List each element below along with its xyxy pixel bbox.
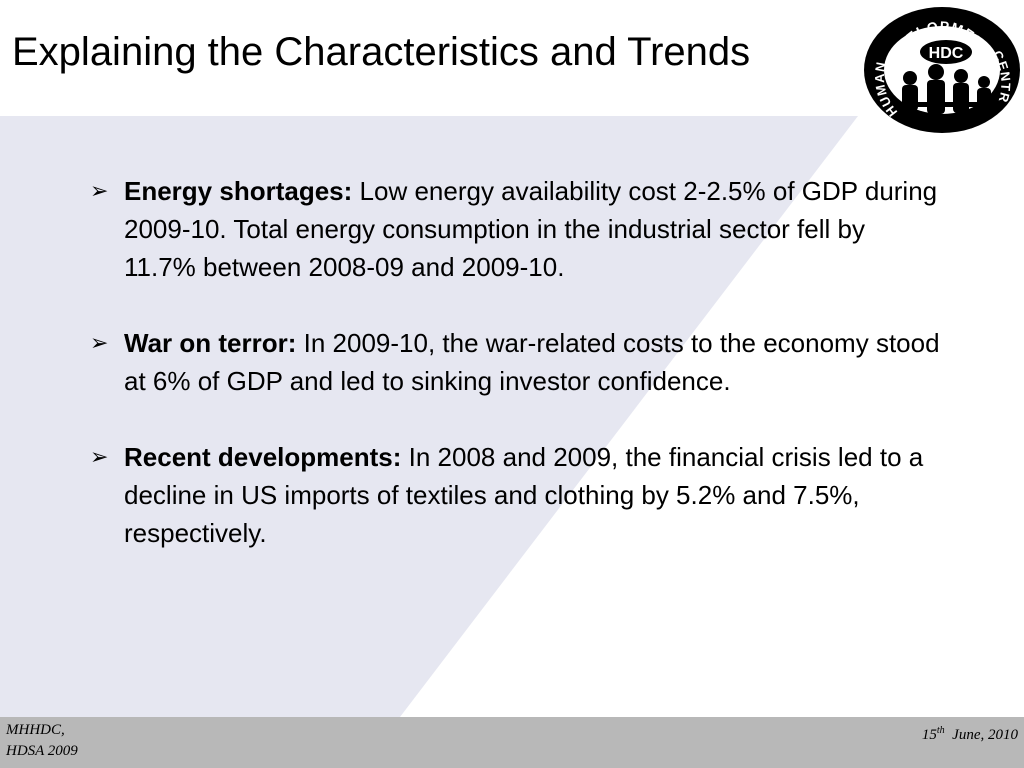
footer-date-day: 15: [921, 727, 937, 743]
bullet-list: ➢ Energy shortages: Low energy availabil…: [90, 172, 940, 552]
bullet-heading: War on terror:: [124, 328, 297, 358]
footer-date: 15th June, 2010: [922, 720, 1018, 746]
footer-source-line1: MHHDC,: [6, 722, 65, 738]
svg-text:HDC: HDC: [929, 45, 964, 62]
bullet-war-on-terror: ➢ War on terror: In 2009-10, the war-rel…: [90, 324, 940, 400]
footer-source: MHHDC, HDSA 2009: [6, 720, 78, 762]
slide-title: Explaining the Characteristics and Trend…: [12, 30, 751, 74]
footer-source-line2: HDSA 2009: [6, 743, 78, 759]
bullet-energy-shortages: ➢ Energy shortages: Low energy availabil…: [90, 172, 940, 286]
footer-date-rest: June, 2010: [952, 727, 1018, 743]
bullet-text: In 2009-10, the war-related costs to the…: [124, 328, 940, 396]
arrow-bullet-icon: ➢: [90, 330, 109, 355]
footer-date-suffix: th: [936, 725, 945, 736]
bullet-text: Low energy availability cost 2-2.5% of G…: [124, 176, 938, 282]
bullet-recent-developments: ➢ Recent developments: In 2008 and 2009,…: [90, 438, 940, 552]
bullet-heading: Recent developments:: [124, 442, 402, 472]
arrow-bullet-icon: ➢: [90, 178, 109, 203]
slide-footer: MHHDC, HDSA 2009 15th June, 2010: [0, 717, 1024, 768]
hdc-logo: DEVELOPMENT HUMAN CENTRE HDC: [858, 2, 1020, 133]
arrow-bullet-icon: ➢: [90, 444, 109, 469]
bullet-text: In 2008 and 2009, the financial crisis l…: [124, 442, 924, 548]
bullet-heading: Energy shortages:: [124, 176, 353, 206]
